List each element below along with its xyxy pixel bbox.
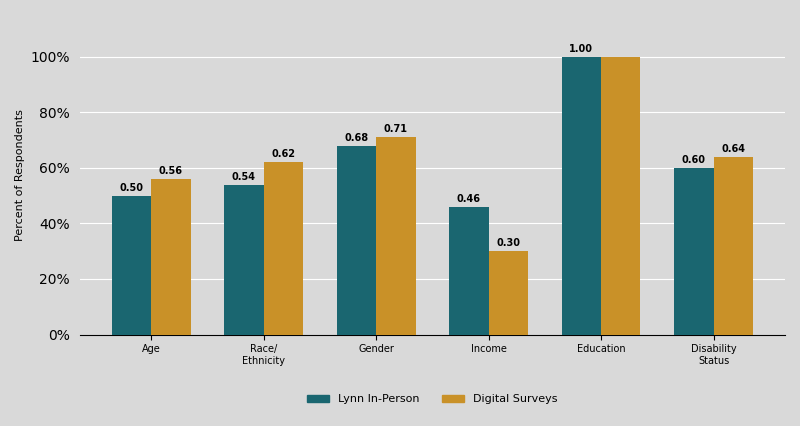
Text: 0.62: 0.62 bbox=[271, 150, 295, 159]
Text: 0.60: 0.60 bbox=[682, 155, 706, 165]
Bar bbox=[224, 184, 264, 334]
Legend: Lynn In-Person, Digital Surveys: Lynn In-Person, Digital Surveys bbox=[302, 390, 562, 409]
Bar bbox=[489, 251, 528, 334]
Text: 1.00: 1.00 bbox=[570, 44, 594, 54]
Text: 0.71: 0.71 bbox=[384, 124, 408, 135]
Bar bbox=[562, 57, 601, 334]
Text: 0.54: 0.54 bbox=[232, 172, 256, 182]
Text: 0.64: 0.64 bbox=[722, 144, 746, 154]
Text: 0.30: 0.30 bbox=[496, 239, 520, 248]
Text: 0.56: 0.56 bbox=[159, 166, 183, 176]
Bar bbox=[674, 168, 714, 334]
Text: 0.46: 0.46 bbox=[457, 194, 481, 204]
Bar bbox=[112, 196, 151, 334]
Bar bbox=[601, 57, 641, 334]
Bar bbox=[151, 179, 190, 334]
Y-axis label: Percent of Respondents: Percent of Respondents bbox=[15, 109, 25, 241]
Text: 0.50: 0.50 bbox=[119, 183, 143, 193]
Bar bbox=[714, 157, 753, 334]
Bar bbox=[376, 137, 415, 334]
Bar bbox=[337, 146, 376, 334]
Bar bbox=[450, 207, 489, 334]
Bar bbox=[264, 162, 303, 334]
Text: 0.68: 0.68 bbox=[345, 133, 369, 143]
